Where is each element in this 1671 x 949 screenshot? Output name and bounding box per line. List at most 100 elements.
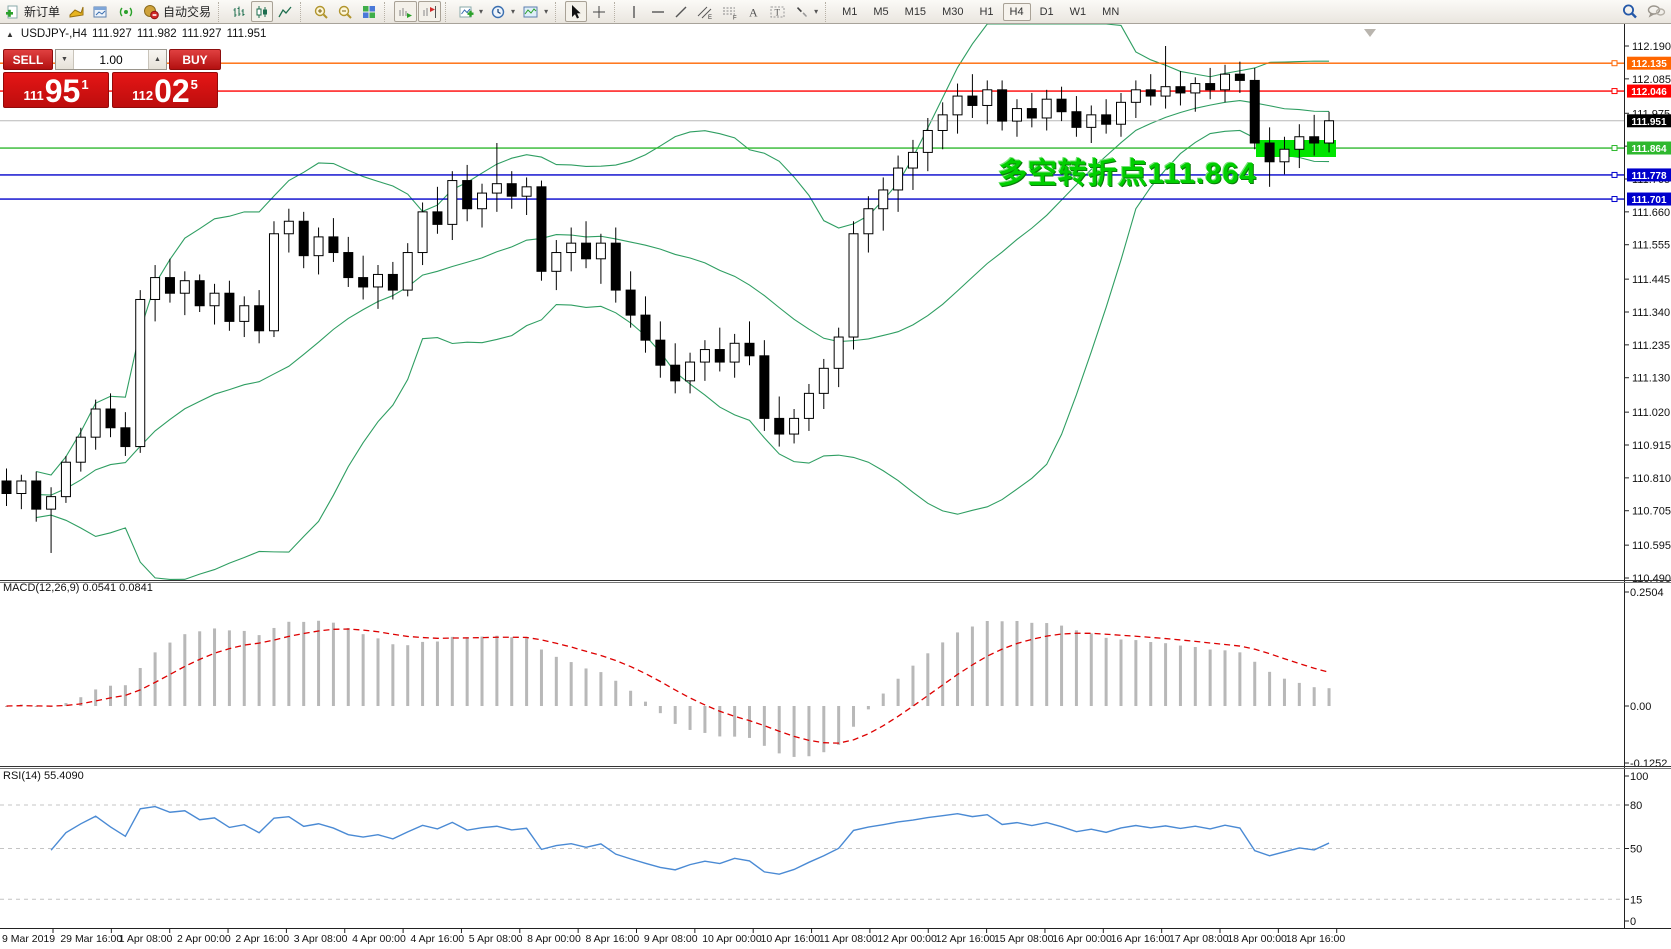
macd-histogram-bar xyxy=(956,632,959,706)
chart-shift-button[interactable] xyxy=(418,1,441,22)
macd-histogram-bar xyxy=(1001,621,1004,706)
ohlc-open: 111.927 xyxy=(92,28,132,40)
data-window-button[interactable] xyxy=(89,1,113,22)
sell-price-button[interactable]: 111 95 1 xyxy=(3,72,109,108)
candle-body xyxy=(2,481,11,494)
volume-decrease-button[interactable]: ▼ xyxy=(56,50,74,69)
timeframe-MN[interactable]: MN xyxy=(1095,3,1126,21)
timeframe-M1[interactable]: M1 xyxy=(835,3,864,21)
candle-body xyxy=(314,237,323,256)
buy-price-button[interactable]: 112 02 5 xyxy=(112,72,218,108)
candle-body xyxy=(1102,115,1111,124)
candle-body xyxy=(953,96,962,115)
candle-body xyxy=(1191,84,1200,93)
text-label-button[interactable]: T xyxy=(766,1,790,22)
timeframe-H1[interactable]: H1 xyxy=(972,3,1000,21)
vertical-line-button[interactable] xyxy=(624,1,646,22)
zoom-in-button[interactable] xyxy=(310,1,333,22)
signals-button[interactable] xyxy=(114,1,138,22)
time-tick-label: 4 Apr 16:00 xyxy=(410,933,464,945)
timeframe-D1[interactable]: D1 xyxy=(1033,3,1061,21)
macd-histogram-bar xyxy=(1313,687,1316,706)
macd-histogram-bar xyxy=(332,623,335,706)
arrows-button[interactable] xyxy=(791,1,821,22)
macd-histogram-bar xyxy=(154,652,157,706)
macd-histogram-bar xyxy=(644,702,647,706)
candlestick-chart-button[interactable] xyxy=(251,1,273,22)
macd-histogram-bar xyxy=(436,642,439,706)
scroll-to-end-marker[interactable] xyxy=(1364,29,1376,37)
candlesticks xyxy=(2,46,1334,553)
volume-input[interactable] xyxy=(74,50,148,69)
time-tick-label: 10 Apr 16:00 xyxy=(761,933,821,945)
cursor-icon xyxy=(568,4,583,20)
indicators-button[interactable] xyxy=(455,1,486,22)
bar-chart-button[interactable] xyxy=(228,1,250,22)
toolbar: 新订单 自动交易 E F A T xyxy=(0,0,1671,24)
candle-body xyxy=(522,187,531,196)
fibonacci-button[interactable]: F xyxy=(718,1,742,22)
candle-body xyxy=(998,90,1007,121)
toolbar-separator xyxy=(555,2,561,22)
buy-button[interactable]: BUY xyxy=(169,49,221,70)
new-order-button[interactable]: 新订单 xyxy=(2,1,63,22)
crosshair-button[interactable] xyxy=(588,1,610,22)
collapse-panel-icon[interactable] xyxy=(6,28,16,40)
macd-histogram-bar xyxy=(347,628,350,706)
macd-histogram-bar xyxy=(897,679,900,706)
templates-button[interactable] xyxy=(519,1,551,22)
fibonacci-icon: F xyxy=(721,4,739,20)
macd-histogram-bar xyxy=(986,621,989,706)
macd-histogram-bar xyxy=(1090,633,1093,706)
macd-histogram-bar xyxy=(793,706,796,757)
search-button[interactable] xyxy=(1618,1,1642,22)
autotrading-button[interactable]: 自动交易 xyxy=(139,1,214,22)
market-watch-button[interactable] xyxy=(64,1,88,22)
tile-windows-button[interactable] xyxy=(358,1,380,22)
chart-canvas[interactable]: 112.190112.085111.975111.870111.765111.6… xyxy=(0,24,1671,949)
time-tick-label: 16 Apr 00:00 xyxy=(1052,933,1112,945)
templates-icon xyxy=(522,4,540,20)
crosshair-icon xyxy=(591,4,607,20)
zoom-out-button[interactable] xyxy=(334,1,357,22)
price-badge-label: 111.701 xyxy=(1631,195,1666,206)
macd-histogram-bar xyxy=(1209,650,1212,706)
timeframe-M15[interactable]: M15 xyxy=(898,3,933,21)
sell-price-sup: 1 xyxy=(81,78,88,91)
horizontal-line-button[interactable] xyxy=(647,1,669,22)
macd-histogram-bar xyxy=(629,691,632,706)
trendline-button[interactable] xyxy=(670,1,692,22)
timeframe-bar: M1M5M15M30H1H4D1W1MN xyxy=(835,3,1126,21)
macd-histogram-bar xyxy=(1328,688,1331,706)
symbol-period: USDJPY-,H4 xyxy=(21,28,87,40)
text-button[interactable]: A xyxy=(743,1,765,22)
line-chart-button[interactable] xyxy=(274,1,296,22)
equidistant-channel-button[interactable]: E xyxy=(693,1,717,22)
candle-body xyxy=(463,181,472,209)
market-watch-icon xyxy=(67,4,85,20)
text-icon: A xyxy=(746,4,760,20)
indicators-icon xyxy=(458,4,475,20)
macd-histogram-bar xyxy=(481,637,484,706)
candle-body xyxy=(983,90,992,106)
price-tick-label: 112.085 xyxy=(1632,74,1671,86)
chart-area: 112.190112.085111.975111.870111.765111.6… xyxy=(0,24,1671,949)
timeframe-M30[interactable]: M30 xyxy=(935,3,970,21)
candle-body xyxy=(745,343,754,356)
cursor-button[interactable] xyxy=(565,1,587,22)
auto-scroll-button[interactable] xyxy=(394,1,417,22)
sell-button[interactable]: SELL xyxy=(3,49,53,70)
macd-histogram-bar xyxy=(614,681,617,706)
indicator-gridlines xyxy=(0,805,1624,899)
timeframe-M5[interactable]: M5 xyxy=(866,3,895,21)
periods-button[interactable] xyxy=(487,1,518,22)
candle-body xyxy=(1235,74,1244,80)
candle-body xyxy=(1206,84,1215,90)
timeframe-W1[interactable]: W1 xyxy=(1063,3,1094,21)
time-tick-label: 18 Apr 00:00 xyxy=(1227,933,1287,945)
timeframe-H4[interactable]: H4 xyxy=(1003,3,1031,21)
volume-increase-button[interactable]: ▲ xyxy=(148,50,166,69)
macd-histogram-bar xyxy=(1149,642,1152,706)
chat-button[interactable] xyxy=(1643,1,1669,22)
candle-body xyxy=(240,306,249,322)
